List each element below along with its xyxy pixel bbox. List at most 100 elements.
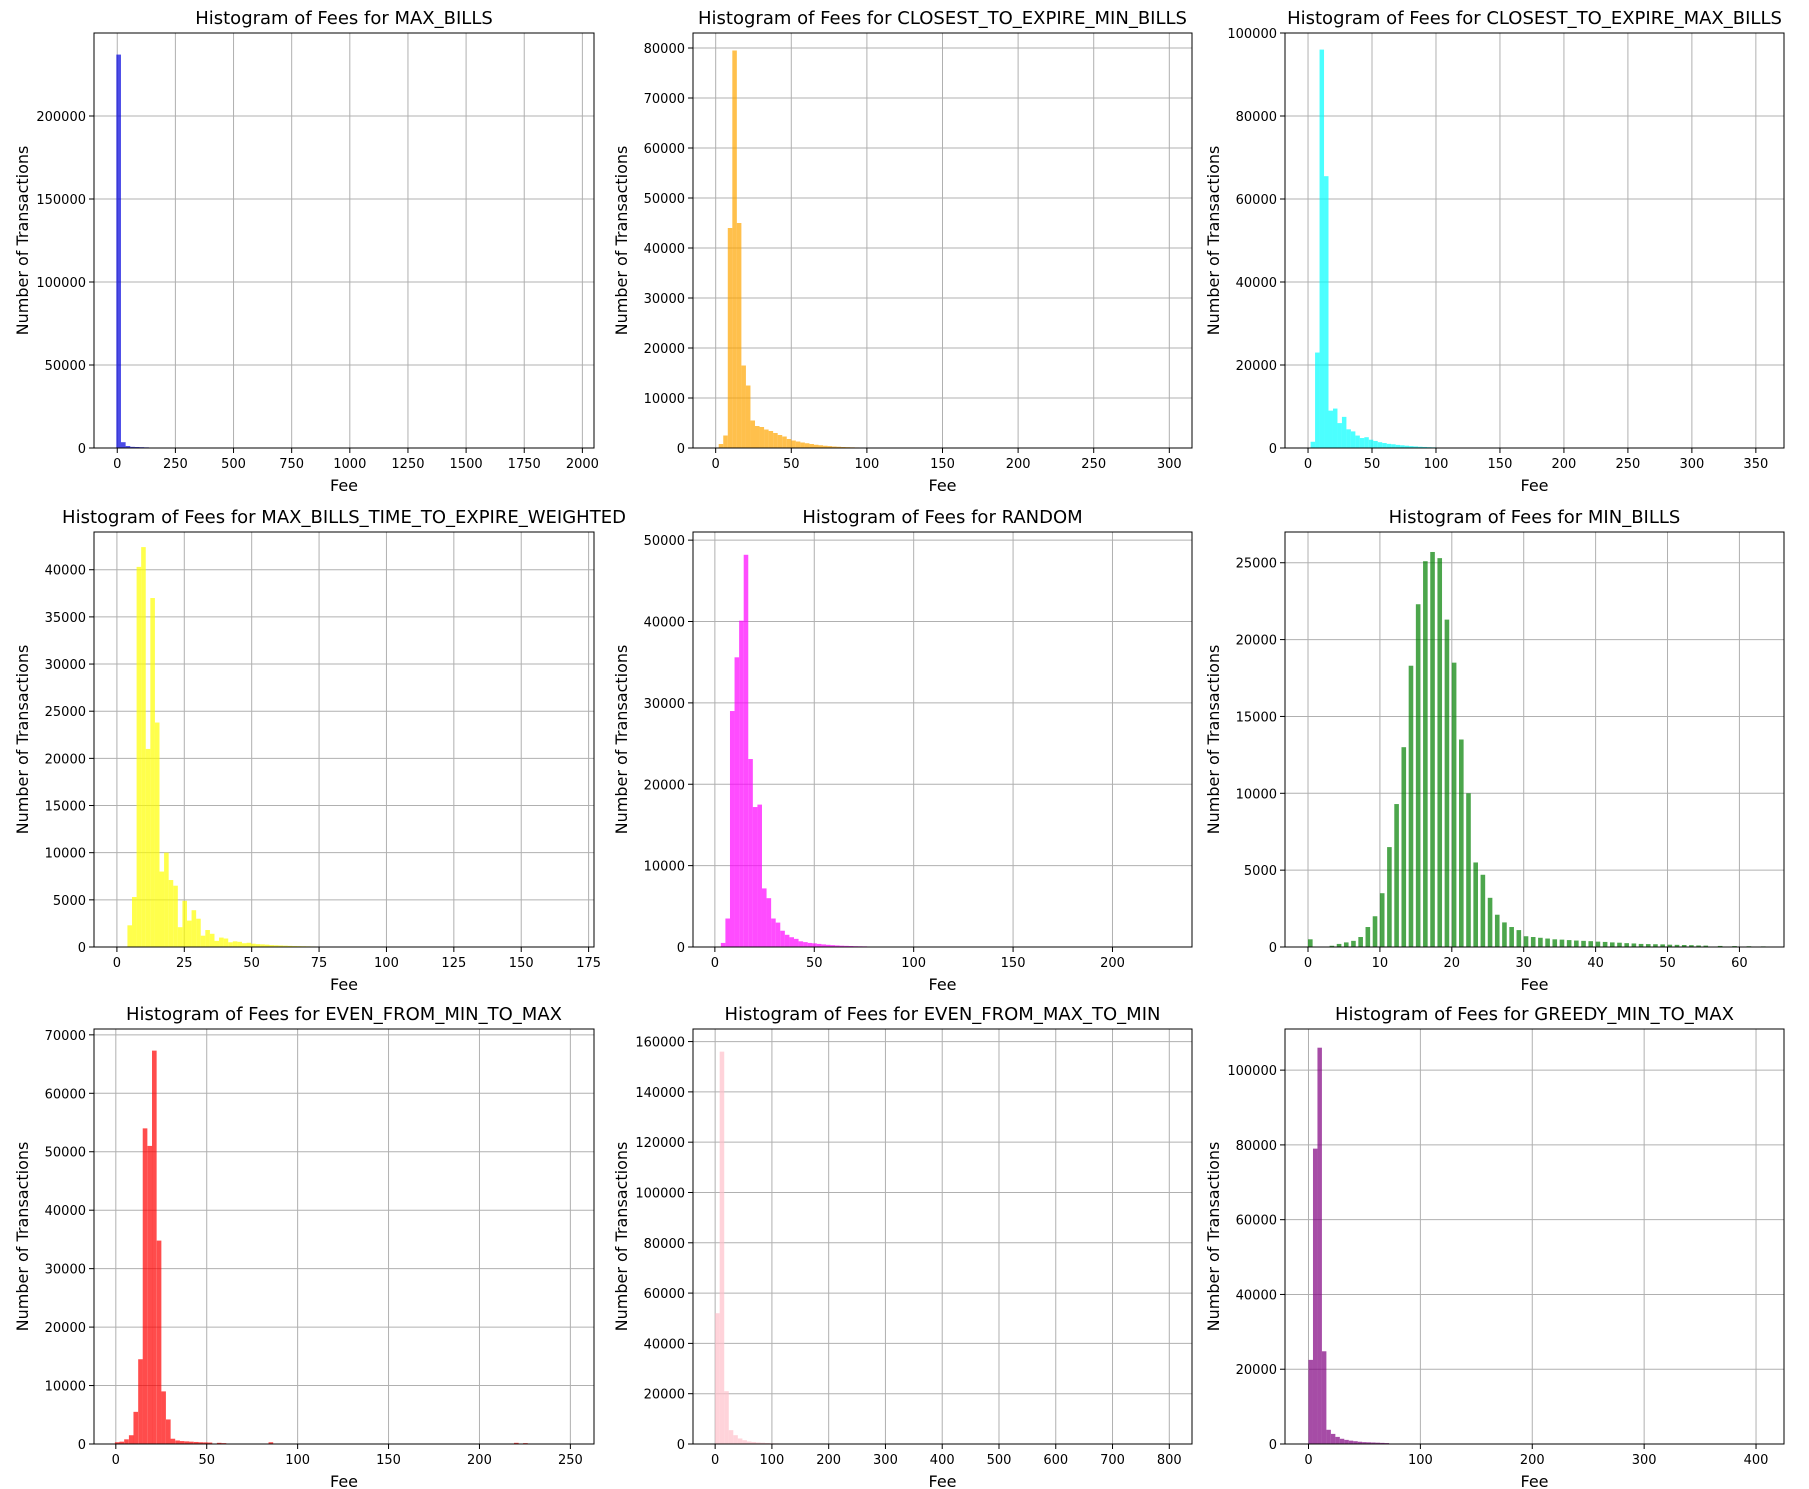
y-tick-label: 25000 [45,705,86,720]
x-tick-label: 350 [1743,457,1768,472]
histogram-bar [1689,945,1694,947]
histogram-bar [1339,1438,1345,1444]
histogram-bar [1516,930,1522,947]
x-tick-label: 50 [806,956,823,971]
y-tick-label: 20000 [1236,359,1277,374]
histogram-bar [1681,945,1687,947]
histogram-bar [1423,561,1428,947]
histogram-bar [1326,1429,1331,1444]
histogram-bar [1401,747,1407,947]
histogram-bar [164,852,169,947]
histogram-bar [1329,945,1335,947]
y-tick-label: 10000 [45,1380,86,1395]
histogram-bar [745,385,751,448]
chart-title: Histogram of Fees for EVEN_FROM_MIN_TO_M… [126,1004,562,1025]
y-tick-label: 120000 [635,1136,685,1151]
y-tick-label: 70000 [45,1029,86,1044]
histogram-bar [715,1313,720,1444]
histogram-bar [209,933,215,947]
y-tick-label: 0 [1269,442,1277,457]
histogram-bar [246,942,252,947]
histogram-bar [807,942,813,947]
x-tick-label: 300 [1679,457,1704,472]
histogram-bar [1350,431,1356,448]
histogram-bar [251,943,256,947]
histogram-bar [138,1359,143,1444]
histogram-bar [1408,665,1414,947]
y-axis-label: Number of Transactions [13,645,32,835]
y-tick-label: 20000 [1236,634,1277,649]
x-tick-label: 10 [1372,956,1389,971]
histogram-bar [1602,941,1608,947]
y-tick-label: 0 [677,1438,685,1453]
histogram-bar [844,945,849,947]
histogram-bar [748,759,753,947]
x-axis-label: Fee [1520,975,1548,994]
x-tick-label: 200 [1520,1453,1545,1468]
histogram-bar [1336,943,1342,947]
histogram-bar [1523,936,1529,947]
x-tick-label: 100 [1408,1453,1433,1468]
histogram-bar [1509,927,1514,947]
x-tick-label: 100 [759,1453,784,1468]
histogram-bar [719,1051,725,1444]
x-tick-label: 0 [112,1453,120,1468]
x-tick-label: 250 [558,1453,583,1468]
y-tick-label: 40000 [644,242,685,257]
x-tick-label: 0 [113,457,121,472]
plot-area [1285,532,1784,947]
chart-title: Histogram of Fees for CLOSEST_TO_EXPIRE_… [698,8,1187,29]
y-tick-label: 20000 [45,752,86,767]
y-tick-label: 5000 [53,894,86,909]
histogram-bar [179,1441,185,1444]
histogram-bar [1674,944,1680,947]
histogram-bar [1315,352,1320,448]
histogram-bar [723,435,728,448]
x-tick-label: 200 [816,1453,841,1468]
x-tick-label: 250 [1081,457,1106,472]
axes-frame [1284,531,1785,948]
histogram-bar [742,1440,747,1444]
histogram-bar [827,446,833,448]
histogram-bar [1364,437,1369,448]
histogram-bar [1451,662,1457,947]
x-tick-label: 500 [221,457,246,472]
histogram-bar [116,54,121,448]
histogram-bar [804,443,810,448]
histogram-bar [191,910,197,947]
y-tick-label: 30000 [45,1263,86,1278]
x-tick-label: 500 [987,1453,1012,1468]
histogram-bar [1703,945,1709,947]
x-tick-label: 100 [854,457,879,472]
histogram-bar [260,944,265,947]
histogram-bar [1312,1148,1318,1444]
x-tick-label: 0 [113,956,121,971]
y-tick-label: 10000 [644,392,685,407]
histogram-bar [1400,445,1405,448]
y-tick-label: 80000 [1236,1139,1277,1154]
histogram-bar [1386,443,1392,448]
histogram-bar [809,444,814,448]
histogram-bar [1351,940,1356,947]
histogram-bar [1379,893,1385,947]
histogram-bar [1631,943,1637,947]
histogram-bar [720,942,726,947]
y-axis-label: Number of Transactions [612,146,631,336]
histogram-bar [1667,944,1673,947]
histogram-bar [813,444,819,448]
histogram-bar [1357,1441,1363,1444]
histogram-bar [766,898,772,947]
histogram-bar [189,1441,194,1444]
histogram-bar [128,1435,134,1444]
y-axis-label: Number of Transactions [1204,645,1223,835]
histogram-bar [1638,943,1644,947]
histogram-bar [768,431,774,448]
y-tick-label: 10000 [45,847,86,862]
histogram-bar [795,441,801,448]
x-tick-label: 150 [1001,956,1026,971]
histogram-bar [241,943,247,947]
x-tick-label: 0 [712,457,720,472]
histogram-bar [751,1441,757,1444]
histogram-bar [823,445,828,448]
